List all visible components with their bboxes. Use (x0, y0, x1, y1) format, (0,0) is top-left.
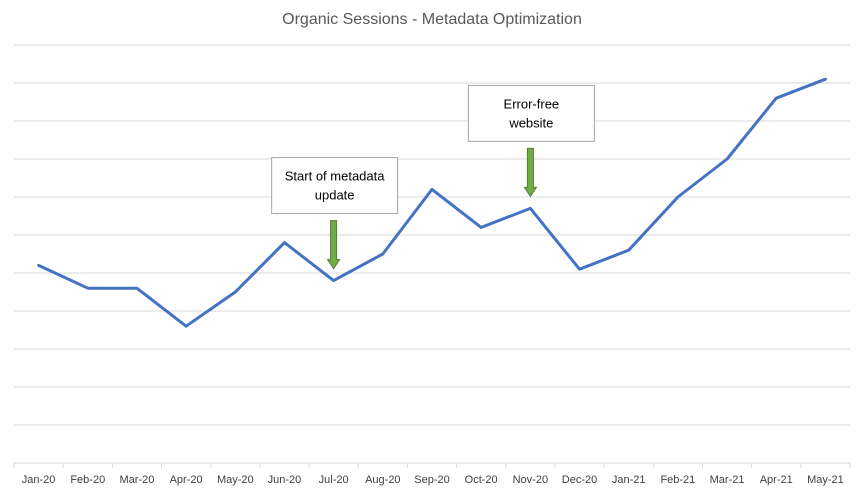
series-line (37, 77, 827, 328)
data-point (431, 188, 433, 191)
gridlines (14, 44, 850, 426)
x-axis: Jan-20 Feb-20 Mar-20 Apr-20 May-20 Jun-20 Jul-… (13, 462, 851, 486)
x-tick-label: Jun-20 (268, 474, 302, 486)
callout-box (271, 157, 399, 215)
x-tick-label: Oct-20 (465, 474, 498, 486)
data-point (234, 291, 237, 293)
x-tick-label: Sep-20 (414, 474, 449, 486)
data-point (381, 253, 384, 255)
data-point (332, 279, 335, 282)
data-point (627, 249, 630, 252)
x-tick-label: Nov-20 (513, 474, 548, 486)
data-point (578, 268, 581, 271)
callout-text-line: Error-free (504, 96, 560, 111)
x-tick-label: May-20 (217, 474, 254, 486)
x-tick-label: Jan-20 (22, 474, 56, 486)
callout-text-line: website (508, 115, 553, 130)
data-point (726, 158, 729, 160)
down-arrow-icon (326, 220, 341, 270)
callout-text-line: update (315, 188, 355, 203)
chart-title: Organic Sessions - Metadata Optimization (282, 11, 582, 28)
x-tick-label: Jan-21 (612, 474, 646, 486)
x-tick-label: Feb-20 (70, 474, 105, 486)
x-tick-label: Jul-20 (319, 474, 349, 486)
data-point (676, 196, 679, 198)
data-point (529, 207, 532, 210)
series-layer (37, 77, 827, 328)
x-tick-label: Mar-20 (120, 474, 155, 486)
down-arrow-icon (523, 147, 538, 198)
x-tick-label: Dec-20 (562, 474, 597, 486)
data-point (283, 241, 286, 244)
x-tick-label: Aug-20 (365, 474, 400, 486)
x-tick-label: Apr-20 (170, 474, 203, 486)
callout-text-line: Start of metadata (285, 169, 385, 184)
data-point (185, 325, 188, 328)
data-point (37, 264, 40, 267)
data-point (480, 226, 483, 229)
x-tick-label: Feb-21 (660, 474, 695, 486)
data-point (86, 287, 89, 290)
x-tick-label: May-21 (807, 474, 844, 486)
data-point (775, 97, 778, 100)
x-tick-label: Apr-21 (760, 474, 793, 486)
callout-box (467, 84, 595, 142)
data-point (824, 78, 827, 81)
x-tick-label: Mar-21 (710, 474, 745, 486)
data-point (135, 287, 138, 290)
annotations: Start of metadata update Error-free website (271, 84, 595, 270)
